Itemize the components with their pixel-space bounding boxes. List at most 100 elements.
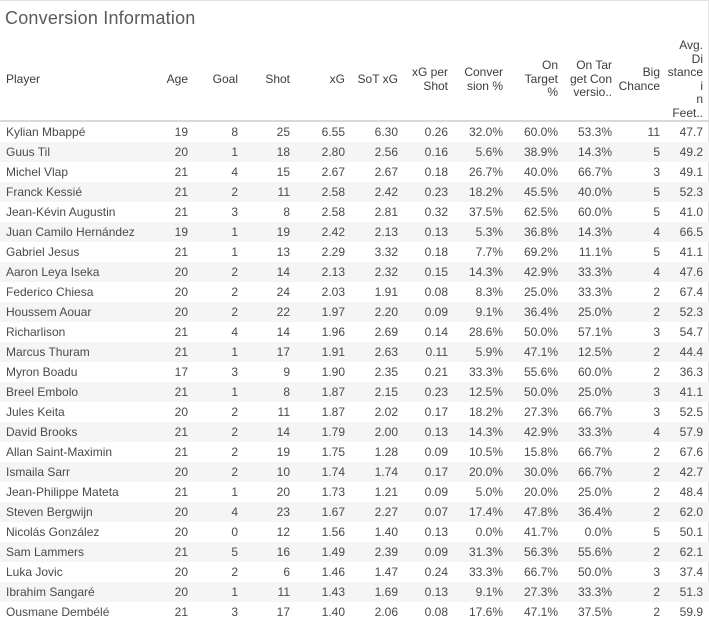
conversion_pct-cell: 5.9% bbox=[475, 345, 503, 359]
avg_distance_feet-cell: 48.4 bbox=[679, 485, 703, 499]
avg_distance_feet-cell: 47.6 bbox=[679, 265, 703, 279]
xg_per_shot-cell: 0.11 bbox=[425, 345, 448, 359]
shot-cell: 25 bbox=[276, 125, 290, 139]
player-name-cell: Nicolás González bbox=[6, 525, 100, 539]
shot-cell: 24 bbox=[276, 285, 290, 299]
on_target_pct-cell: 36.8% bbox=[523, 225, 558, 239]
on_target_pct-cell: 27.3% bbox=[523, 585, 558, 599]
table-row: Jean-Kévin Augustin 21 3 8 2.58 2.81 0.32 37.5%… bbox=[0, 202, 709, 222]
age-cell: 21 bbox=[174, 485, 188, 499]
player-name-cell: Ismaila Sarr bbox=[6, 465, 71, 479]
player-name-cell: Juan Camilo Hernández bbox=[6, 225, 135, 239]
sot_xg-cell: 1.69 bbox=[374, 585, 398, 599]
shot-cell: 11 bbox=[277, 585, 290, 599]
shot-cell: 11 bbox=[277, 185, 290, 199]
shot-cell: 13 bbox=[276, 245, 290, 259]
xg-cell: 1.56 bbox=[321, 525, 345, 539]
xg-cell: 1.46 bbox=[321, 565, 345, 579]
conversion_pct-cell: 33.3% bbox=[468, 365, 503, 379]
table-row: Marcus Thuram 21 1 17 1.91 2.63 0.11 5.9% 47.1% 1… bbox=[0, 342, 709, 362]
column-header-sot_xg[interactable]: SoT xG bbox=[351, 39, 404, 122]
sot_xg-cell: 1.47 bbox=[374, 565, 398, 579]
on_target_pct-cell: 27.3% bbox=[523, 405, 558, 419]
big_chance-cell: 5 bbox=[653, 185, 660, 199]
big_chance-cell: 2 bbox=[653, 505, 660, 519]
big_chance-cell: 4 bbox=[653, 225, 660, 239]
xg_per_shot-cell: 0.08 bbox=[424, 285, 448, 299]
avg_distance_feet-cell: 44.4 bbox=[679, 345, 703, 359]
goal-cell: 1 bbox=[231, 225, 238, 239]
avg_distance_feet-cell: 47.7 bbox=[679, 125, 703, 139]
table-row: Federico Chiesa 20 2 24 2.03 1.91 0.08 8.3% 25.0… bbox=[0, 282, 709, 302]
sot_xg-cell: 2.35 bbox=[374, 365, 398, 379]
avg_distance_feet-cell: 41.0 bbox=[679, 205, 703, 219]
column-header-age[interactable]: Age bbox=[164, 39, 194, 122]
on_target_pct-cell: 47.8% bbox=[523, 505, 558, 519]
table-row: David Brooks 21 2 14 1.79 2.00 0.13 14.3% 42.9% 3… bbox=[0, 422, 709, 442]
on_target_conversion-cell: 53.3% bbox=[577, 125, 612, 139]
age-cell: 20 bbox=[174, 505, 188, 519]
column-header-big_chance[interactable]: Big Chance bbox=[618, 39, 666, 122]
column-header-player[interactable]: Player bbox=[0, 39, 164, 122]
table-row: Luka Jovic 20 2 6 1.46 1.47 0.24 33.3% 66.7% 50.0… bbox=[0, 562, 709, 582]
on_target_conversion-cell: 33.3% bbox=[577, 425, 612, 439]
conversion_pct-cell: 17.4% bbox=[468, 505, 503, 519]
column-header-shot[interactable]: Shot bbox=[244, 39, 296, 122]
xg_per_shot-cell: 0.09 bbox=[424, 485, 448, 499]
shot-cell: 8 bbox=[283, 205, 290, 219]
shot-cell: 18 bbox=[276, 145, 290, 159]
table-row: Breel Embolo 21 1 8 1.87 2.15 0.23 12.5% 50.0% 25… bbox=[0, 382, 709, 402]
column-header-avg_distance_feet[interactable]: Avg. Di stance i n Feet.. bbox=[666, 38, 709, 122]
player-name-cell: Breel Embolo bbox=[6, 385, 79, 399]
conversion_pct-cell: 31.3% bbox=[468, 545, 503, 559]
column-header-xg[interactable]: xG bbox=[296, 39, 351, 122]
player-name-cell: Franck Kessié bbox=[6, 185, 83, 199]
big_chance-cell: 2 bbox=[653, 465, 660, 479]
shot-cell: 17 bbox=[276, 605, 290, 619]
table-row: Sam Lammers 21 5 16 1.49 2.39 0.09 31.3% 56.3% 55… bbox=[0, 542, 709, 562]
conversion_pct-cell: 32.0% bbox=[468, 125, 503, 139]
column-header-conversion_pct[interactable]: Conver sion % bbox=[454, 39, 509, 122]
column-header-on_target_pct[interactable]: On Target % bbox=[509, 39, 564, 122]
conversion_pct-cell: 33.3% bbox=[468, 565, 503, 579]
conversion_pct-cell: 0.0% bbox=[475, 525, 503, 539]
xg_per_shot-cell: 0.07 bbox=[424, 505, 448, 519]
age-cell: 20 bbox=[174, 285, 188, 299]
on_target_pct-cell: 55.6% bbox=[523, 365, 558, 379]
column-header-xg_per_shot[interactable]: xG per Shot bbox=[404, 39, 454, 122]
goal-cell: 8 bbox=[231, 125, 238, 139]
age-cell: 21 bbox=[174, 545, 188, 559]
on_target_pct-cell: 47.1% bbox=[523, 605, 558, 619]
xg_per_shot-cell: 0.21 bbox=[424, 365, 448, 379]
xg-cell: 2.42 bbox=[321, 225, 345, 239]
avg_distance_feet-cell: 67.4 bbox=[679, 285, 703, 299]
xg_per_shot-cell: 0.08 bbox=[424, 605, 448, 619]
player-name-cell: Houssem Aouar bbox=[6, 305, 92, 319]
on_target_pct-cell: 47.1% bbox=[523, 345, 558, 359]
on_target_conversion-cell: 66.7% bbox=[577, 465, 612, 479]
avg_distance_feet-cell: 52.3 bbox=[679, 305, 703, 319]
age-cell: 21 bbox=[174, 385, 188, 399]
sot_xg-cell: 2.20 bbox=[374, 305, 398, 319]
on_target_conversion-cell: 14.3% bbox=[577, 225, 612, 239]
conversion_pct-cell: 8.3% bbox=[475, 285, 503, 299]
sot_xg-cell: 2.13 bbox=[374, 225, 398, 239]
sot_xg-cell: 2.39 bbox=[374, 545, 398, 559]
xg_per_shot-cell: 0.23 bbox=[424, 385, 448, 399]
on_target_pct-cell: 45.5% bbox=[523, 185, 558, 199]
big_chance-cell: 2 bbox=[653, 485, 660, 499]
sot_xg-cell: 1.40 bbox=[374, 525, 398, 539]
conversion_pct-cell: 9.1% bbox=[475, 305, 503, 319]
conversion_pct-cell: 17.6% bbox=[468, 605, 503, 619]
avg_distance_feet-cell: 54.7 bbox=[679, 325, 703, 339]
column-header-goal[interactable]: Goal bbox=[194, 39, 244, 122]
on_target_conversion-cell: 57.1% bbox=[577, 325, 612, 339]
avg_distance_feet-cell: 49.1 bbox=[679, 165, 703, 179]
column-header-on_target_conversion[interactable]: On Tar get Con versio.. bbox=[564, 39, 618, 122]
big_chance-cell: 3 bbox=[653, 165, 660, 179]
xg_per_shot-cell: 0.13 bbox=[424, 585, 448, 599]
table-row: Nicolás González 20 0 12 1.56 1.40 0.13 0.0% 41.… bbox=[0, 522, 709, 542]
sot_xg-cell: 1.21 bbox=[374, 485, 398, 499]
avg_distance_feet-cell: 62.1 bbox=[679, 545, 703, 559]
player-name-cell: Luka Jovic bbox=[6, 565, 63, 579]
